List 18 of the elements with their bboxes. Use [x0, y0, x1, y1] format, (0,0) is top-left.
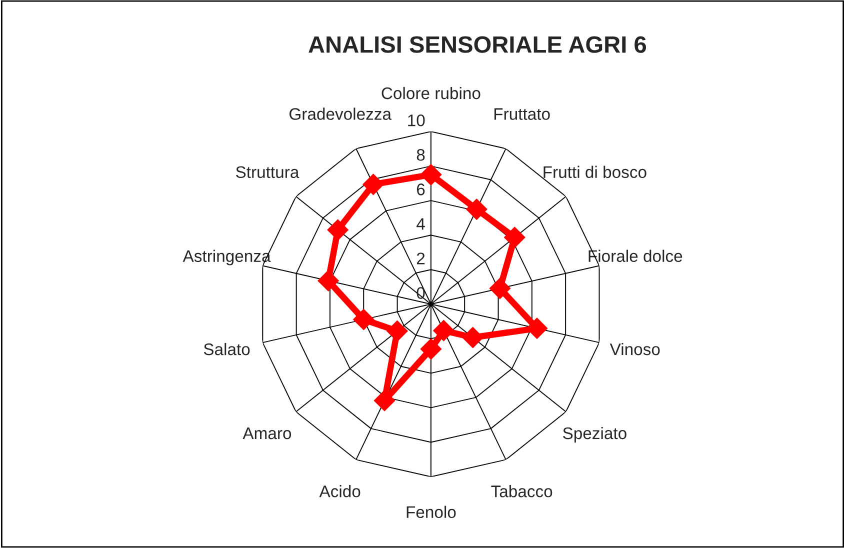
spoke-label: Frutti di bosco — [544, 166, 646, 178]
spoke-label: Acido — [319, 485, 360, 498]
spoke-label: Fenolo — [406, 506, 456, 518]
y-tick-label: 2 — [416, 252, 425, 264]
spoke-label: Vinoso — [610, 342, 660, 356]
spoke-label: Fruttato — [494, 108, 550, 120]
spoke-label: Tabacco — [491, 485, 552, 498]
chart-title: ANALISI SENSORIALE AGRI 6 — [308, 36, 646, 53]
y-tick-label: 10 — [408, 114, 425, 126]
spoke-label: Salato — [204, 342, 250, 356]
spoke-label: Colore rubino — [382, 86, 480, 100]
spoke-label: Gradevolezza — [290, 108, 392, 120]
y-tick-label: 6 — [416, 184, 425, 196]
spoke-label: Struttura — [236, 166, 300, 178]
spoke-label: Amaro — [242, 428, 292, 440]
y-tick-label: 4 — [416, 218, 425, 230]
spoke-label: Speziato — [563, 426, 626, 442]
y-tick-label: 8 — [416, 148, 425, 161]
